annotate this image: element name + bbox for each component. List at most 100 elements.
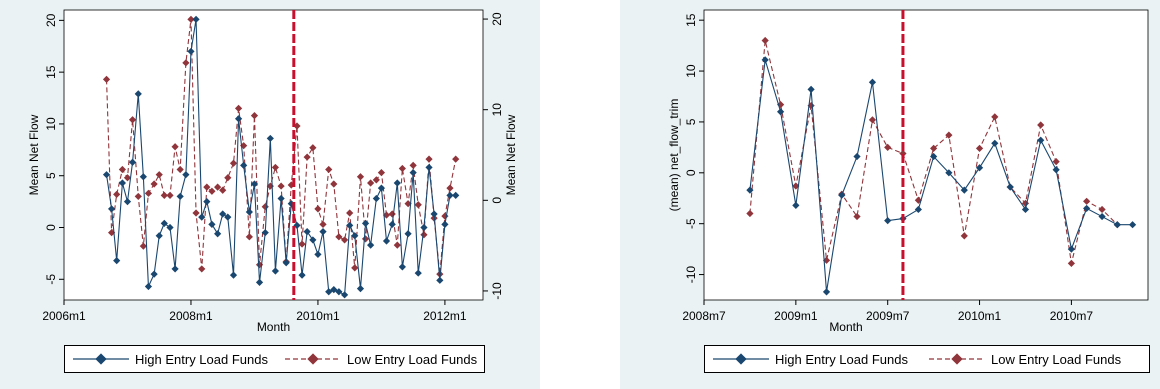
data-point — [325, 165, 333, 174]
y-axis-title: (mean) net_flow_trim — [667, 99, 681, 212]
data-point — [134, 90, 142, 98]
data-point — [303, 228, 311, 236]
data-point — [914, 205, 922, 214]
x-tick-label: 2010m1 — [958, 309, 1002, 323]
data-point — [382, 211, 391, 219]
data-point — [309, 144, 317, 152]
data-point — [128, 158, 137, 166]
data-point — [409, 169, 417, 177]
data-point — [335, 233, 343, 241]
data-point — [420, 231, 428, 239]
data-point — [807, 102, 815, 110]
data-point — [960, 186, 968, 194]
data-point — [361, 219, 370, 227]
data-point — [155, 232, 163, 240]
data-point — [945, 169, 953, 177]
data-point — [441, 212, 449, 220]
data-point — [446, 184, 454, 192]
data-point — [393, 179, 401, 187]
data-point — [123, 198, 132, 206]
data-point — [176, 192, 184, 201]
legend-left: High Entry Load Funds Low Entry Load Fun… — [64, 345, 485, 373]
data-point — [266, 134, 274, 143]
y-tick-label: -5 — [684, 218, 698, 229]
data-point — [118, 165, 127, 174]
data-point — [414, 201, 422, 209]
data-point — [128, 116, 137, 124]
x-tick-label: 2008m7 — [682, 309, 726, 323]
y-tick-label: -5 — [44, 274, 58, 285]
data-point — [356, 285, 365, 293]
data-point — [367, 179, 375, 187]
data-point — [261, 203, 269, 211]
data-point — [414, 269, 422, 277]
data-point — [393, 241, 401, 249]
data-point — [1052, 166, 1060, 174]
data-point — [930, 144, 938, 152]
data-point — [214, 230, 222, 238]
data-point — [298, 240, 306, 248]
chart-right: -10 -5 0 5 10 15 2008m7 2009m1 2009m7 2010m1 2010m… — [667, 9, 1149, 334]
data-point — [330, 180, 338, 188]
y-tick-label-right: 10 — [490, 103, 504, 117]
data-point — [245, 233, 253, 241]
data-point — [377, 184, 386, 192]
legend-item-high: High Entry Load Funds — [73, 346, 268, 372]
data-point — [420, 223, 428, 232]
x-tick-label: 2008m1 — [169, 309, 213, 323]
y-tick-label: 10 — [684, 64, 698, 78]
data-point — [176, 165, 184, 174]
data-point — [436, 276, 444, 284]
data-point — [868, 116, 877, 124]
data-point — [398, 164, 406, 173]
y-tick-label: 0 — [684, 169, 698, 176]
data-point — [377, 169, 386, 177]
data-point — [171, 143, 179, 151]
data-point — [314, 250, 322, 259]
data-point — [1067, 245, 1075, 253]
chart-left: -5 0 5 10 15 20 -10 0 10 20 2006m1 2008m1 2010m1 2012… — [27, 9, 518, 334]
data-point — [214, 183, 222, 191]
data-point — [182, 171, 190, 179]
data-point — [298, 271, 306, 279]
data-point — [975, 144, 984, 152]
legend-marker-low — [929, 353, 985, 365]
series-line-high — [749, 59, 1133, 292]
data-point — [150, 270, 158, 278]
legend-marker-high — [73, 353, 129, 365]
legend-label-high: High Entry Load Funds — [775, 351, 908, 367]
y-tick-label-right: -10 — [490, 282, 504, 300]
legend-label-low: Low Entry Load Funds — [347, 351, 478, 367]
y-tick-label: 5 — [684, 118, 698, 125]
data-point — [372, 176, 380, 184]
data-point — [245, 208, 253, 216]
data-point — [134, 192, 142, 201]
data-point — [229, 271, 238, 279]
x-axis-title: Month — [257, 320, 290, 334]
data-point — [208, 187, 216, 195]
data-point — [388, 220, 396, 228]
data-point — [309, 236, 317, 244]
x-tick-label: 2010m1 — [296, 309, 340, 323]
data-point — [367, 241, 375, 249]
x-tick-label: 2009m7 — [866, 309, 910, 323]
data-point — [108, 205, 116, 213]
data-point — [1098, 205, 1106, 214]
data-point — [341, 291, 349, 299]
y-tick-label-right: 20 — [490, 12, 504, 26]
y-tick-label-right: 0 — [490, 197, 504, 204]
data-point — [430, 210, 438, 218]
data-point — [187, 15, 195, 23]
data-point — [351, 232, 359, 240]
data-point — [224, 213, 232, 221]
data-point — [351, 264, 359, 272]
data-point — [234, 115, 243, 123]
data-point — [346, 221, 354, 230]
data-point — [452, 155, 460, 163]
data-point — [446, 191, 454, 199]
data-point — [250, 180, 259, 188]
data-point — [234, 104, 243, 112]
data-point — [160, 219, 168, 227]
data-point — [1052, 158, 1060, 166]
data-point — [822, 288, 831, 296]
